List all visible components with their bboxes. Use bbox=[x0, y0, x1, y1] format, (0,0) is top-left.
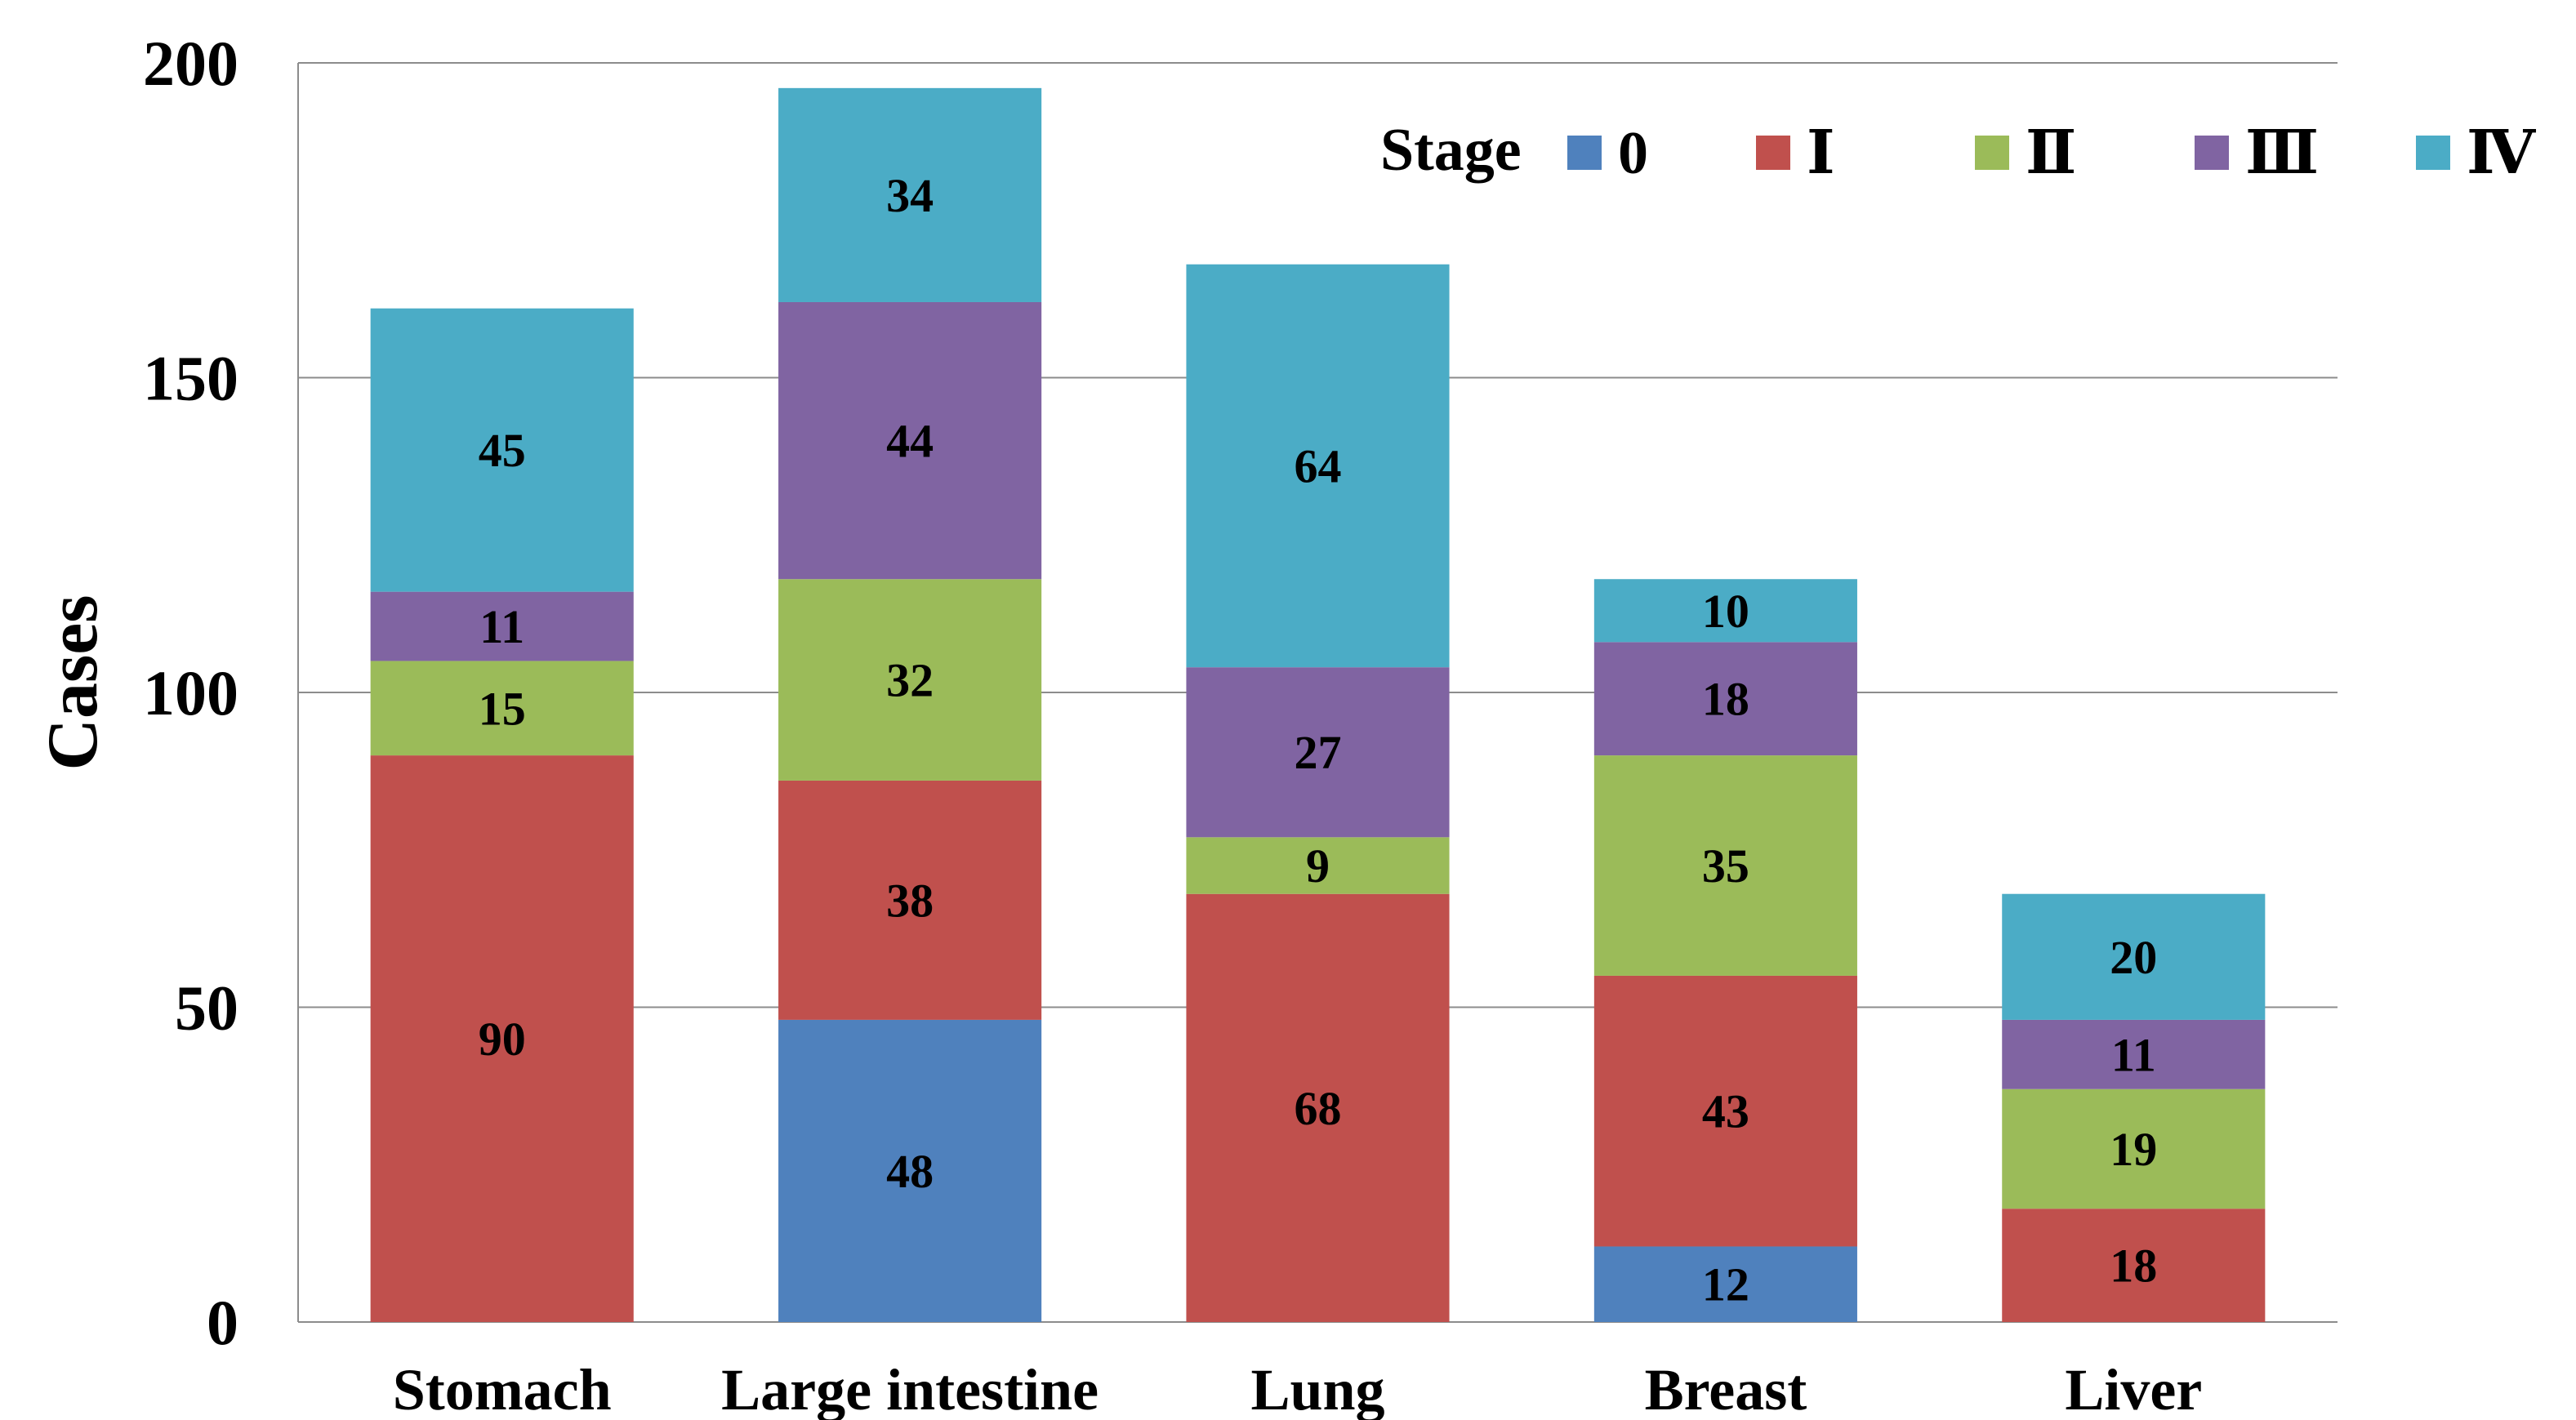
y-tick-label: 0 bbox=[207, 1287, 238, 1358]
x-category-label: Stomach bbox=[393, 1357, 612, 1420]
y-tick-label: 150 bbox=[143, 343, 238, 414]
bar-segment bbox=[1186, 264, 1450, 668]
data-label: 90 bbox=[479, 1013, 526, 1066]
y-tick-labels: 0 50 100 150 200 bbox=[143, 28, 238, 1358]
data-label: 48 bbox=[886, 1145, 934, 1198]
bar-segment bbox=[778, 301, 1042, 580]
data-label: 11 bbox=[2111, 1028, 2156, 1081]
x-category-label: Large intestine bbox=[721, 1357, 1099, 1420]
data-label: 15 bbox=[479, 682, 526, 735]
bar-segment bbox=[370, 308, 634, 592]
legend-title: Stage bbox=[1380, 117, 1522, 184]
legend: Stage 0 Ⅰ Ⅱ Ⅲ Ⅳ bbox=[1380, 117, 2537, 187]
bar-segment bbox=[2002, 1209, 2266, 1322]
bar-segment bbox=[2002, 893, 2266, 1020]
data-label: 20 bbox=[2110, 931, 2157, 984]
legend-label: Ⅳ bbox=[2467, 120, 2537, 187]
data-label: 9 bbox=[1306, 839, 1330, 893]
data-label: 44 bbox=[886, 415, 934, 468]
bar-segment bbox=[1593, 755, 1857, 976]
bar-segment bbox=[1593, 579, 1857, 643]
y-axis-title: Cases bbox=[33, 594, 113, 770]
bar-segment bbox=[1186, 667, 1450, 838]
bar-segment bbox=[370, 591, 634, 661]
y-tick-label: 100 bbox=[143, 657, 238, 728]
legend-swatch bbox=[1756, 136, 1790, 170]
x-category-label: Lung bbox=[1250, 1357, 1384, 1420]
legend-label: Ⅱ bbox=[2026, 120, 2076, 187]
bar-segment bbox=[1593, 975, 1857, 1247]
legend-swatch bbox=[1567, 136, 1602, 170]
y-tick-label: 50 bbox=[175, 973, 238, 1044]
data-label: 34 bbox=[886, 169, 934, 222]
data-label: 68 bbox=[1295, 1082, 1342, 1135]
data-label: 35 bbox=[1702, 839, 1749, 893]
legend-label: Ⅰ bbox=[1807, 120, 1835, 187]
legend-swatch bbox=[1975, 136, 2009, 170]
data-label: 10 bbox=[1702, 585, 1749, 638]
data-label: 12 bbox=[1702, 1258, 1749, 1311]
bar-segment bbox=[778, 1019, 1042, 1322]
bar-segment bbox=[370, 755, 634, 1322]
bar-segment bbox=[1593, 642, 1857, 756]
bar-segment bbox=[778, 87, 1042, 302]
x-category-labels: Stomach Large intestine Lung Breast Liver bbox=[393, 1357, 2203, 1420]
bar-segment bbox=[1186, 893, 1450, 1322]
bar-segment bbox=[778, 780, 1042, 1020]
data-label: 45 bbox=[479, 424, 526, 477]
bar-segment bbox=[370, 661, 634, 756]
data-label: 32 bbox=[886, 654, 934, 707]
legend-swatch bbox=[2416, 136, 2450, 170]
data-label: 43 bbox=[1702, 1085, 1749, 1138]
bar-segment bbox=[778, 579, 1042, 781]
legend-swatch bbox=[2195, 136, 2229, 170]
data-label: 27 bbox=[1295, 726, 1342, 779]
data-labels: 90 15 11 45 48 38 32 44 34 68 9 27 64 12 43 35 18 10 18 19 1… bbox=[479, 169, 2158, 1311]
y-tick-label: 200 bbox=[143, 28, 238, 99]
legend-label: Ⅲ bbox=[2245, 120, 2319, 187]
bar-segment bbox=[2002, 1019, 2266, 1089]
bar-segment bbox=[1593, 1246, 1857, 1322]
data-label: 64 bbox=[1295, 439, 1342, 492]
data-label: 18 bbox=[1702, 673, 1749, 726]
data-label: 38 bbox=[886, 874, 934, 927]
data-label: 18 bbox=[2110, 1240, 2157, 1293]
bars bbox=[370, 87, 2266, 1322]
bar-segment bbox=[1186, 837, 1450, 894]
data-label: 11 bbox=[479, 600, 524, 653]
x-category-label: Breast bbox=[1645, 1357, 1807, 1420]
x-category-label: Liver bbox=[2065, 1357, 2202, 1420]
data-label: 19 bbox=[2110, 1123, 2157, 1176]
bar-segment bbox=[2002, 1088, 2266, 1209]
legend-label: 0 bbox=[1618, 120, 1648, 187]
